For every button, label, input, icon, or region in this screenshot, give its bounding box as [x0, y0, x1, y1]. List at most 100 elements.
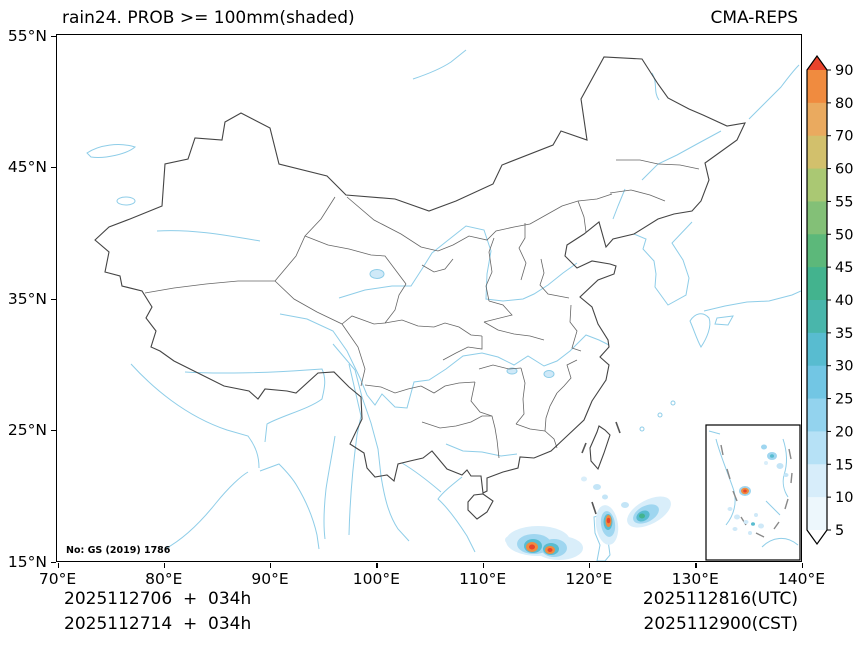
- x-tick-label: 130°E: [671, 570, 719, 588]
- china-outline: [94, 56, 746, 494]
- lancang-river: [332, 343, 382, 477]
- tarim-river: [156, 230, 261, 242]
- model-label: CMA-REPS: [710, 8, 798, 28]
- footer-valid-time-cst: 2025112900(CST): [643, 614, 798, 634]
- hainan-island: [467, 493, 494, 520]
- colorbar-band: [807, 70, 827, 104]
- x-tick-mark: [57, 563, 59, 568]
- national-borders: [94, 56, 746, 520]
- inset-nine-dash-line: [720, 444, 793, 538]
- map-canvas: [86, 49, 801, 561]
- colorbar-band: [807, 300, 827, 334]
- qinghai-lake: [369, 269, 385, 279]
- colorbar: 90 80 70 60 55 50 45 40 35 30 25 20 15 10 5: [802, 54, 860, 547]
- yellow-river: [338, 225, 578, 302]
- south-china-sea-inset: [705, 424, 801, 561]
- x-tick-mark: [801, 563, 803, 568]
- y-tick-mark: [51, 35, 56, 37]
- colorbar-tick-label: 35: [835, 326, 853, 342]
- nine-dash-line: [581, 421, 621, 515]
- colorbar-band: [807, 267, 827, 301]
- y-tick-label: 55°N: [7, 26, 47, 45]
- lake-issyk-kul: [116, 196, 136, 206]
- china-rivers: [156, 130, 722, 477]
- x-tick-mark: [588, 563, 591, 568]
- colorbar-tick-label: 50: [835, 227, 853, 243]
- pearl-river: [445, 443, 518, 457]
- colorbar-canvas: 90 80 70 60 55 50 45 40 35 30 25 20 15 10 5: [806, 54, 853, 546]
- colorbar-tick-label: 40: [835, 293, 853, 309]
- vietnam-coast: [437, 476, 476, 553]
- myanmar-coast: [259, 463, 320, 550]
- map-license-note: No: GS (2019) 1786: [66, 545, 171, 556]
- y-tick-mark: [51, 298, 56, 300]
- irrawaddy-river: [323, 435, 336, 540]
- footer-valid-time-utc: 2025112816(UTC): [642, 589, 798, 609]
- footer-init-time-cst: 2025112714 + 034h: [64, 614, 252, 634]
- songhua-river: [641, 130, 722, 181]
- colorbar-tick-label: 60: [835, 162, 853, 178]
- colorbar-tick-label: 25: [835, 392, 853, 408]
- map-plot: No: GS (2019) 1786: [56, 34, 802, 562]
- lake-balkhash: [86, 144, 137, 158]
- colorbar-tick-label: 90: [835, 63, 853, 79]
- taiwan-island: [589, 425, 611, 471]
- honshu-coast: [703, 290, 801, 312]
- foreign-water-lines: [86, 49, 801, 561]
- y-tick-mark: [51, 167, 56, 169]
- x-tick-label: 70°E: [38, 570, 77, 588]
- amur-river: [748, 64, 800, 120]
- y-tick-label: 25°N: [7, 421, 47, 439]
- page-title: rain24. PROB >= 100mm(shaded): [62, 8, 355, 28]
- y-tick-mark: [51, 561, 56, 563]
- x-tick-label: 140°E: [777, 570, 826, 588]
- colorbar-band: [807, 201, 827, 235]
- shikoku-coast: [714, 315, 734, 326]
- colorbar-tick-label: 15: [835, 457, 853, 473]
- colorbar-band: [807, 135, 827, 170]
- y-axis: 55°N 45°N 35°N 25°N 15°N: [0, 27, 56, 571]
- colorbar-tick-label: 20: [835, 424, 853, 440]
- colorbar-tick-label: 30: [835, 359, 853, 375]
- ryukyu-island: [639, 426, 645, 432]
- x-tick-mark: [376, 563, 378, 568]
- colorbar-tick-label: 80: [835, 96, 853, 112]
- colorbar-band: [807, 464, 827, 498]
- colorbar-tick-label: 5: [835, 523, 844, 539]
- footer-init-time-utc: 2025112706 + 034h: [64, 589, 252, 609]
- colorbar-band: [807, 102, 827, 137]
- x-tick-label: 100°E: [352, 570, 400, 588]
- x-tick-label: 80°E: [145, 570, 183, 588]
- colorbar-tick-label: 45: [835, 260, 853, 276]
- mekong-river-lower: [380, 475, 410, 542]
- liao-river: [612, 188, 626, 220]
- x-axis: 70°E 80°E 90°E 100°E 110°E 120°E 130°E 140°E: [39, 563, 825, 588]
- x-tick-mark: [482, 563, 484, 568]
- korea-coast: [633, 221, 693, 306]
- ryukyu-island: [670, 400, 676, 406]
- ryukyu-island: [657, 412, 663, 418]
- kyushu-coast: [689, 313, 711, 348]
- colorbar-band: [807, 497, 827, 531]
- x-tick-mark: [695, 563, 697, 568]
- colorbar-tick-label: 55: [835, 194, 853, 210]
- y-tick-mark: [51, 430, 56, 432]
- red-river: [401, 462, 442, 493]
- ganges-river: [130, 363, 260, 469]
- salween-river-lower: [348, 434, 358, 536]
- colorbar-tick-label: 10: [835, 490, 853, 506]
- y-tick-label: 35°N: [7, 289, 47, 308]
- colorbar-band: [807, 234, 827, 268]
- india-east-coast: [164, 471, 249, 550]
- inset-precip-shading: [727, 444, 789, 535]
- x-tick-label: 110°E: [459, 570, 507, 588]
- lake-baikal: [412, 49, 467, 80]
- colorbar-tick-label: 70: [835, 129, 853, 145]
- poyang-lake: [543, 370, 555, 378]
- dongting-lake: [506, 367, 518, 375]
- yangtze-river: [279, 313, 610, 409]
- colorbar-under-arrow: [807, 530, 827, 544]
- colorbar-over-arrow: [807, 56, 827, 70]
- x-tick-label: 90°E: [251, 570, 289, 588]
